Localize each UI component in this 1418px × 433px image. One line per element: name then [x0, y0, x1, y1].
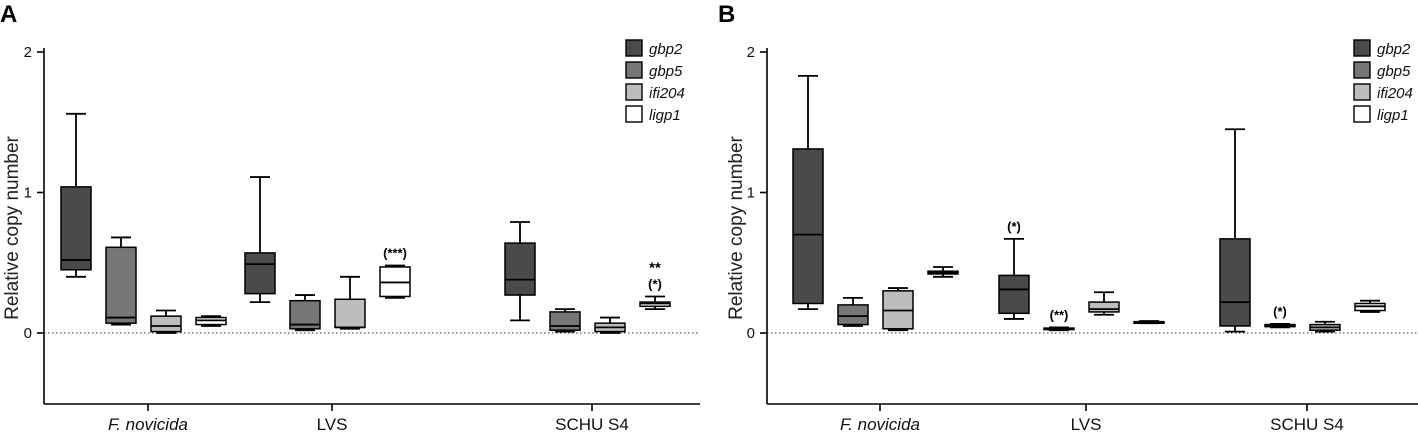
legend-label: ligp1	[1377, 107, 1409, 124]
box-iqr	[837, 304, 869, 326]
legend-swatch-ligp1	[1353, 105, 1371, 123]
legend-label: ligp1	[649, 107, 681, 124]
legend-swatch-gbp2	[625, 39, 643, 57]
box-ligp1-2	[639, 295, 671, 311]
box-iqr	[998, 274, 1030, 315]
box-ifi204-1	[1088, 291, 1120, 316]
x-category-label: LVS	[317, 415, 348, 433]
box-gbp5-1	[289, 294, 321, 332]
x-category-label: LVS	[1071, 415, 1102, 433]
y-axis-label: Relative copy number	[2, 135, 23, 319]
y-axis-label: Relative copy number	[726, 135, 747, 319]
box-iqr	[150, 315, 182, 333]
box-ifi204-2	[594, 316, 626, 334]
legend-swatch-ifi204	[1353, 83, 1371, 101]
box-iqr	[60, 186, 92, 271]
legend-swatch-gbp5	[625, 61, 643, 79]
box-gbp5-0	[837, 296, 869, 327]
legend-label: gbp5	[1377, 63, 1411, 80]
legend-label: gbp2	[1377, 41, 1411, 58]
box-ifi204-0	[882, 287, 914, 332]
y-tick-label: 0	[24, 325, 32, 342]
box-gbp2-1	[998, 237, 1030, 320]
y-tick-label: 2	[24, 44, 32, 61]
box-ifi204-2	[1309, 320, 1341, 333]
x-category-label: SCHU S4	[555, 415, 629, 433]
legend-label: gbp2	[649, 41, 683, 58]
legend-label: ifi204	[1377, 85, 1413, 102]
box-ligp1-1	[1133, 320, 1165, 325]
box-iqr	[792, 148, 824, 305]
significance-label: (*)	[1273, 304, 1287, 319]
panel-letter: A	[0, 1, 17, 28]
box-ligp1-2	[1354, 299, 1386, 313]
box-iqr	[1088, 301, 1120, 313]
x-category-label: SCHU S4	[1270, 415, 1344, 433]
y-tick-label: 2	[747, 44, 755, 61]
legend: gbp2 gbp5 ifi204 ligp1	[625, 39, 685, 124]
box-gbp2-0	[60, 112, 92, 278]
significance-label: (**)	[1050, 307, 1069, 322]
y-tick-label: 0	[747, 325, 755, 342]
box-gbp2-2	[504, 221, 536, 322]
box-ligp1-0	[195, 315, 227, 327]
panel-letter: B	[718, 1, 735, 28]
significance-label: (***)	[383, 246, 407, 261]
box-iqr	[105, 246, 137, 324]
legend-label: gbp5	[649, 63, 683, 80]
legend-swatch-ligp1	[625, 105, 643, 123]
legend-swatch-ifi204	[625, 83, 643, 101]
box-ligp1-0	[927, 266, 959, 278]
box-ifi204-0	[150, 309, 182, 334]
box-ligp1-1	[379, 264, 411, 299]
box-gbp5-1	[1043, 326, 1075, 332]
box-iqr	[549, 311, 581, 331]
box-gbp2-0	[792, 74, 824, 311]
y-tick-label: 1	[24, 185, 32, 202]
box-gbp5-2	[1264, 322, 1296, 329]
box-gbp2-2	[1219, 128, 1251, 333]
box-gbp2-1	[244, 176, 276, 303]
box-iqr	[1219, 238, 1251, 327]
x-category-label: F. novicida	[840, 415, 920, 433]
legend-swatch-gbp5	[1353, 61, 1371, 79]
legend: gbp2 gbp5 ifi204 ligp1	[1353, 39, 1413, 124]
box-gbp5-0	[105, 236, 137, 326]
box-gbp5-2	[549, 308, 581, 333]
significance-label: (*)	[648, 276, 662, 291]
significance-label: (*)	[1007, 219, 1021, 234]
legend-label: ifi204	[649, 85, 685, 102]
box-iqr	[334, 298, 366, 329]
box-iqr	[244, 252, 276, 295]
box-ifi204-1	[334, 275, 366, 330]
legend-swatch-gbp2	[1353, 39, 1371, 57]
significance-label: **	[649, 259, 661, 276]
x-category-label: F. novicida	[108, 415, 188, 433]
box-iqr	[504, 242, 536, 296]
y-tick-label: 1	[747, 185, 755, 202]
